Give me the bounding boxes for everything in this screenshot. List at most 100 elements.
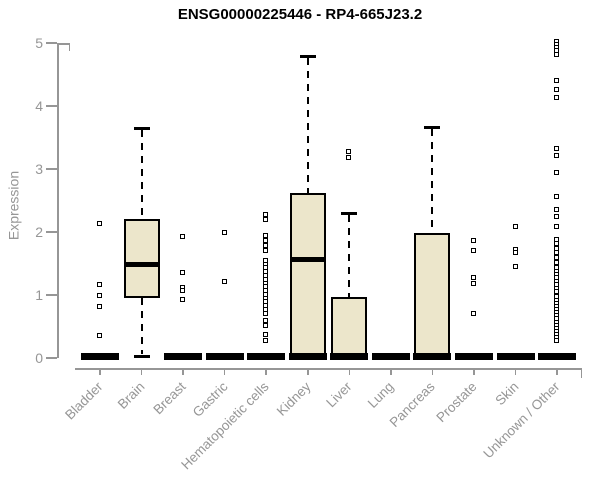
x-tick xyxy=(307,368,309,375)
zero-bar-kidney xyxy=(288,353,327,360)
box-liver xyxy=(331,296,368,358)
outlier-point-prostate xyxy=(470,310,476,316)
y-tick xyxy=(46,231,57,233)
outlier-point-hematopoietic-cells xyxy=(263,317,269,323)
x-axis-end-cap xyxy=(580,368,582,378)
zero-bar-liver xyxy=(330,353,369,360)
outlier-point-unknown-other xyxy=(554,78,560,84)
y-tick-label: 4 xyxy=(35,98,43,114)
whisker-low-cap-brain xyxy=(133,354,150,358)
outlier-point-unknown-other xyxy=(554,338,560,344)
zero-bar-gastric xyxy=(205,353,244,360)
x-tick xyxy=(99,368,101,375)
median-line-kidney xyxy=(289,256,326,262)
x-tick xyxy=(348,368,351,375)
box-pancreas xyxy=(414,233,451,358)
outlier-point-unknown-other xyxy=(554,152,560,158)
outlier-point-hematopoietic-cells xyxy=(263,232,269,238)
outlier-point-unknown-other xyxy=(554,194,560,200)
whisker-high-cap-brain xyxy=(133,126,150,130)
y-tick-label: 1 xyxy=(35,287,43,303)
outlier-point-hematopoietic-cells xyxy=(263,247,269,253)
outlier-point-unknown-other xyxy=(554,51,560,57)
outlier-point-liver xyxy=(346,149,352,155)
y-tick xyxy=(46,294,57,296)
outlier-point-breast xyxy=(180,270,186,276)
whisker-high-cap-liver xyxy=(341,211,358,215)
x-tick xyxy=(556,368,558,375)
y-tick-label: 3 xyxy=(35,161,43,177)
outlier-point-prostate xyxy=(470,280,476,286)
x-tick xyxy=(223,368,226,375)
x-tick xyxy=(514,368,517,375)
outlier-point-gastric xyxy=(221,229,227,235)
x-tick xyxy=(431,368,434,375)
y-tick-label: 2 xyxy=(35,224,43,240)
outlier-point-unknown-other xyxy=(554,224,560,230)
outlier-point-unknown-other xyxy=(554,87,560,93)
outlier-point-gastric xyxy=(221,278,227,284)
zero-bar-skin xyxy=(496,353,535,360)
chart-title: ENSG00000225446 - RP4-665J23.2 xyxy=(177,6,423,23)
x-axis-line xyxy=(75,368,582,370)
outlier-point-bladder xyxy=(97,333,102,339)
outlier-point-skin xyxy=(512,224,518,230)
box-kidney xyxy=(289,192,326,355)
outlier-point-prostate xyxy=(470,237,476,243)
x-tick xyxy=(140,368,143,375)
whisker-low-brain xyxy=(140,298,143,355)
outlier-point-breast xyxy=(180,296,186,302)
zero-bar-prostate xyxy=(454,353,493,360)
y-tick xyxy=(46,168,57,170)
outlier-point-hematopoietic-cells xyxy=(263,310,269,316)
outlier-point-hematopoietic-cells xyxy=(263,237,269,243)
outlier-point-prostate xyxy=(470,247,476,253)
y-tick xyxy=(46,42,57,44)
outlier-point-unknown-other xyxy=(554,249,560,255)
outlier-point-bladder xyxy=(97,220,102,226)
whisker-high-brain xyxy=(140,130,143,219)
outlier-point-unknown-other xyxy=(554,170,560,176)
whisker-high-liver xyxy=(348,215,351,297)
x-tick xyxy=(182,368,184,375)
whisker-high-cap-kidney xyxy=(299,54,316,58)
median-line-brain xyxy=(123,262,160,268)
box-brain xyxy=(123,218,160,299)
outlier-point-unknown-other xyxy=(554,207,560,213)
y-tick-label: 5 xyxy=(35,35,43,51)
zero-bar-hematopoietic-cells xyxy=(247,353,286,360)
y-tick xyxy=(46,357,57,359)
y-tick-label: 0 xyxy=(35,350,43,366)
outlier-point-hematopoietic-cells xyxy=(263,322,269,328)
outlier-point-prostate xyxy=(470,275,476,281)
outlier-point-breast xyxy=(180,288,186,294)
outlier-point-skin xyxy=(512,250,518,256)
outlier-point-unknown-other xyxy=(554,95,560,101)
y-axis-line xyxy=(57,43,59,358)
zero-bar-bladder xyxy=(81,353,119,360)
zero-bar-unknown-other xyxy=(538,353,577,360)
outlier-point-bladder xyxy=(97,304,102,310)
outlier-point-hematopoietic-cells xyxy=(263,211,269,217)
outlier-point-hematopoietic-cells xyxy=(263,332,269,338)
x-tick xyxy=(265,368,267,375)
outlier-point-hematopoietic-cells xyxy=(263,337,269,343)
outlier-point-unknown-other xyxy=(554,213,560,219)
x-tick xyxy=(390,368,392,375)
zero-bar-breast xyxy=(164,353,203,360)
y-tick xyxy=(46,105,57,107)
whisker-high-pancreas xyxy=(431,129,434,234)
outlier-point-unknown-other xyxy=(554,289,560,295)
y-axis-top-cap xyxy=(57,43,70,45)
y-axis-top-cap-drop xyxy=(68,43,70,51)
outlier-point-unknown-other xyxy=(554,255,560,261)
x-tick xyxy=(473,368,475,375)
zero-bar-pancreas xyxy=(413,353,452,360)
outlier-point-hematopoietic-cells xyxy=(263,216,269,222)
outlier-point-bladder xyxy=(97,292,102,298)
outlier-point-hematopoietic-cells xyxy=(263,242,269,248)
zero-bar-lung xyxy=(371,353,410,360)
outlier-point-skin xyxy=(512,263,518,269)
